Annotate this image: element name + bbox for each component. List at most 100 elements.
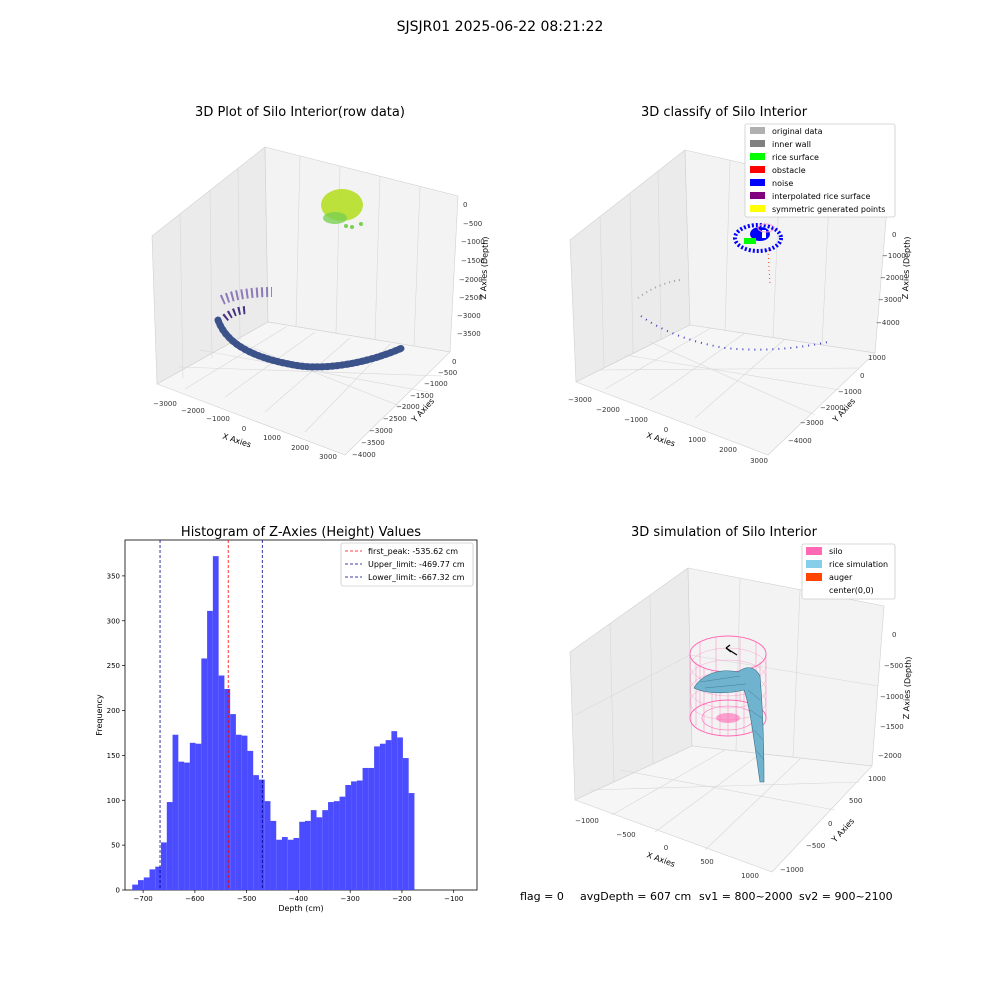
classify-legend: original data inner wall rice surface obsta… — [744, 123, 896, 218]
raw-y-tick: 0 — [452, 358, 456, 366]
classify-x-tick: 3000 — [750, 457, 768, 465]
raw-y-ticks: 0 −500 −1000 −1500 −2000 −2500 −3000 −35… — [352, 358, 457, 459]
raw-y-tick: −2000 — [396, 403, 420, 411]
top-ring — [757, 223, 775, 233]
raw-z-tick: −3000 — [457, 312, 481, 320]
histogram-x-ticks: −700 −600 −500 −400 −300 −200 −100 — [134, 890, 463, 903]
raw-wall-arc — [214, 316, 406, 371]
x-tick-label: −200 — [392, 895, 411, 903]
classify-y-tick: −3000 — [800, 419, 824, 427]
histogram-bar — [356, 780, 363, 890]
status-sv2: sv2 = 900~2100 — [799, 890, 893, 903]
raw-y-tick: −3500 — [361, 439, 385, 447]
classify-z-tick: 0 — [892, 231, 896, 239]
histogram-bar — [402, 758, 409, 890]
histogram-bar — [362, 767, 369, 890]
classify-z-tick: −1000 — [882, 252, 906, 260]
sim-y-tick: 1000 — [868, 775, 886, 783]
classify-y-tick: 1000 — [868, 354, 886, 362]
raw-plot-title: 3D Plot of Silo Interior(row data) — [195, 105, 405, 120]
histogram-bar — [397, 737, 403, 890]
histogram-bar — [258, 779, 265, 890]
raw-z-ticks: 0 −500 −1000 −1500 −2000 −2500 −3000 −35… — [457, 201, 485, 338]
legend-label: interpolated rice surface — [772, 192, 870, 201]
center-marker — [725, 644, 738, 656]
y-tick-label: 200 — [107, 707, 120, 715]
raw-gridlines — [177, 155, 443, 433]
sim-y-tick: 0 — [828, 820, 832, 828]
classify-z-tick: −2000 — [880, 274, 904, 282]
rice-mesh-lines — [699, 675, 765, 761]
simulation-legend-box — [801, 543, 896, 600]
sim-x-tick: −1000 — [575, 817, 599, 825]
sim-z-tick: −1500 — [880, 723, 904, 731]
simulation-title: 3D simulation of Silo Interior — [631, 525, 818, 540]
raw-point-cloud — [214, 189, 406, 371]
sim-y-label: Y Axies — [829, 817, 856, 845]
rice-simulation-surface — [693, 667, 765, 783]
sim-z-tick: −1000 — [880, 693, 904, 701]
y-tick-label: 0 — [116, 887, 120, 895]
classify-legend-items: original data inner wall rice surface obsta… — [750, 127, 885, 214]
raw-rice-surface-points-lower — [323, 212, 347, 224]
histogram-bar — [149, 869, 156, 890]
histogram-bar — [166, 802, 173, 890]
classify-z-label: Z Axies (Depth) — [901, 236, 912, 299]
histogram-bar — [316, 817, 323, 890]
center-gap — [762, 230, 766, 238]
classify-x-tick: 1000 — [688, 436, 706, 444]
histogram-bar — [241, 735, 248, 890]
raw-z-tick: −2500 — [459, 294, 483, 302]
legend-label: first_peak: -535.62 cm — [368, 547, 458, 556]
legend-label: inner wall — [772, 140, 811, 149]
classify-x-tick: −2000 — [596, 406, 620, 414]
classify-x-tick: 0 — [664, 426, 668, 434]
histogram-bar — [276, 839, 282, 890]
classify-x-tick: −1000 — [624, 416, 648, 424]
histogram-bar — [281, 837, 288, 890]
histogram-bar — [293, 837, 300, 890]
histogram-bar — [235, 734, 242, 890]
legend-swatch — [806, 547, 822, 555]
histogram-bar — [374, 746, 380, 890]
raw-y-tick: −3000 — [369, 427, 393, 435]
histogram-bar — [195, 743, 202, 890]
histogram-bar — [207, 610, 213, 890]
histogram-x-label: Depth (cm) — [278, 904, 323, 913]
histogram-bar — [201, 658, 208, 890]
raw-x-tick: −2000 — [181, 407, 205, 415]
sim-x-tick: 0 — [664, 844, 668, 852]
legend-swatch — [750, 140, 765, 147]
classify-x-label: X Axies — [645, 431, 676, 449]
histogram-bar — [155, 866, 162, 890]
raw-x-tick: 2000 — [291, 444, 309, 452]
raw-z-tick: −2000 — [459, 276, 483, 284]
raw-y-tick: −500 — [438, 369, 457, 377]
sim-gridlines — [574, 577, 879, 851]
raw-x-label: X Axies — [221, 432, 252, 450]
classify-y-tick: 0 — [860, 372, 864, 380]
y-tick-label: 150 — [107, 752, 120, 760]
legend-swatch — [750, 166, 765, 173]
histogram-bar — [218, 675, 225, 890]
legend-swatch — [806, 573, 822, 581]
raw-z-label: Z Axies (Depth) — [479, 236, 490, 299]
histogram-bar — [212, 556, 219, 890]
panel-classified-scatter: 3D classify of Silo Interior original da… — [568, 105, 912, 465]
histogram-bar — [132, 884, 139, 890]
histogram-bar — [333, 801, 340, 890]
histogram-bar — [408, 793, 415, 890]
classify-legend-box — [744, 123, 896, 218]
legend-swatch — [806, 560, 822, 568]
classify-y-tick: −2000 — [820, 404, 844, 412]
sim-z-ticks: 0 −500 −1000 −1500 −2000 — [878, 631, 904, 760]
sim-y-tick: −500 — [806, 842, 825, 850]
classify-y-ticks: 1000 0 −1000 −2000 −3000 −4000 — [788, 354, 886, 445]
histogram-bar — [230, 714, 236, 890]
sim-z-label: Z Axies (Depth) — [902, 656, 913, 719]
classify-floor-pane — [575, 324, 876, 456]
wall-points — [640, 315, 829, 351]
x-tick-label: −600 — [185, 895, 204, 903]
classify-plot-title: 3D classify of Silo Interior — [641, 105, 808, 120]
sim-x-ticks: −1000 −500 0 500 1000 — [575, 817, 759, 880]
